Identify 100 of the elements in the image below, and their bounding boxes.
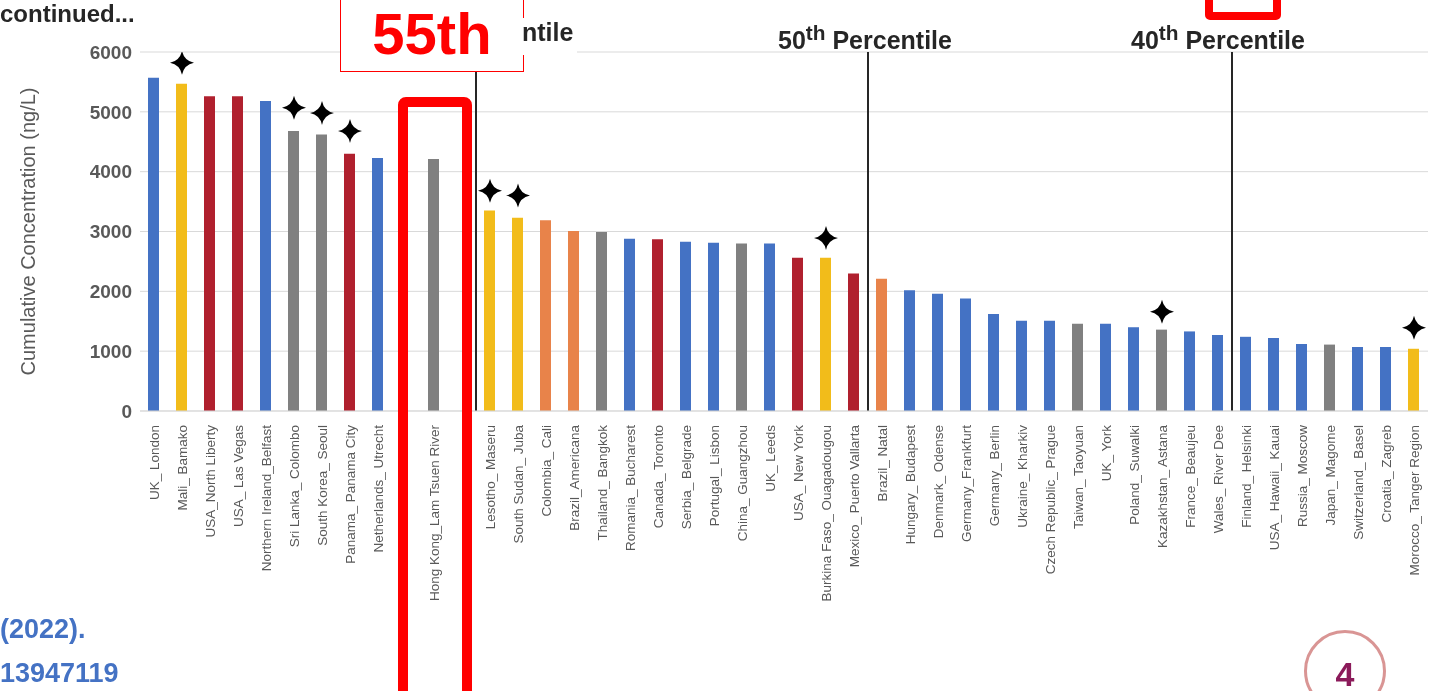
point: [478, 178, 502, 203]
x-tick-label: Hungary_ Budapest: [903, 424, 918, 545]
x-tick-label: Mali_ Bamako: [175, 425, 190, 511]
x-tick-label: Russia_ Moscow: [1295, 424, 1310, 528]
bar: [484, 210, 495, 411]
bar: [624, 238, 635, 411]
x-tick-label: Finland_ Helsinki: [1239, 425, 1254, 528]
bar: [1352, 346, 1363, 411]
bar: [1100, 323, 1111, 411]
x-tick-label: China_ Guangzhou: [735, 425, 750, 542]
x-tick-label: Netherlands_ Utrecht: [371, 424, 386, 553]
bar: [820, 257, 831, 411]
bar: [1380, 346, 1391, 411]
bar: [1072, 323, 1083, 411]
x-tick-label: USA_North Liberty: [203, 424, 218, 538]
bar: [596, 232, 607, 411]
bar: [932, 293, 943, 411]
annotation: 55th: [372, 0, 492, 66]
bar: [1268, 338, 1279, 411]
bar: [540, 220, 551, 411]
x-tick-label: USA_ Hawaii_ Kauai: [1267, 425, 1282, 551]
bar: [344, 153, 355, 411]
point: [1402, 315, 1426, 340]
point: [170, 52, 194, 75]
bar: [1016, 320, 1027, 411]
point: [338, 118, 362, 143]
bar: [288, 130, 299, 411]
bar: [904, 290, 915, 411]
x-tick-label: Panama_ Panama City: [343, 424, 358, 564]
bar: [1156, 329, 1167, 411]
x-tick-label: Lesotho_ Maseru: [483, 425, 498, 530]
bar: [232, 96, 243, 411]
bar: [148, 77, 159, 411]
x-tick-label: Brazil_ Natal: [875, 425, 890, 502]
x-tick-label: Ukraine_ Kharkiv: [1015, 424, 1030, 528]
x-tick-label: South Korea_ Seoul: [315, 425, 330, 546]
bar: [960, 298, 971, 411]
bar: [176, 83, 187, 411]
bar: [708, 242, 719, 411]
bar: [372, 157, 383, 411]
x-tick-label: Portugal_ Lisbon: [707, 425, 722, 527]
bar: [736, 243, 747, 411]
y-tick-label: 4000: [89, 161, 132, 183]
bar: [204, 96, 215, 411]
y-tick-label: 0: [121, 400, 132, 422]
x-tick-label: Taiwan_ Taoyuan: [1071, 425, 1086, 530]
point: [506, 183, 530, 208]
bar: [1324, 344, 1335, 411]
annotation: 50$^{th}$ Percentile: [778, 20, 952, 56]
x-tick-label: USA_ New York: [791, 424, 806, 522]
y-tick-label: 1000: [89, 340, 132, 362]
y-tick-label: 5000: [89, 101, 132, 123]
bar: [1184, 331, 1195, 411]
x-tick-label: Mexico_ Puerto Vallarta: [847, 424, 862, 568]
x-tick-label: Germany_ Berlin: [987, 425, 1002, 527]
bar: [988, 314, 999, 411]
x-tick-label: Romania_ Bucharest: [623, 424, 638, 552]
x-tick-label: Burkina Faso_ Ouagadougou: [819, 425, 834, 602]
x-tick-label: South Sudan_ Juba: [511, 424, 526, 544]
x-tick-label: Germany_Frankfurt: [959, 424, 974, 543]
text: (2022).: [0, 614, 86, 645]
x-tick-label: Brazil_Americana: [567, 424, 582, 531]
y-axis-title: Cumulative Concentration (ng/L): [17, 87, 40, 376]
annotation: 40$^{th}$ Percentile: [1131, 20, 1305, 56]
text: 4: [1335, 655, 1355, 691]
point: [1150, 299, 1174, 324]
x-tick-label: UK_ Leeds: [763, 424, 778, 492]
y-tick-label: 2000: [89, 281, 132, 303]
text: 13947119: [0, 658, 119, 689]
y-tick-label: 3000: [89, 221, 132, 243]
bar: [1296, 343, 1307, 411]
bar: [876, 278, 887, 411]
x-tick-label: Japan_ Magome: [1323, 425, 1338, 526]
bar: [848, 273, 859, 411]
bar: [512, 217, 523, 411]
bar: [316, 134, 327, 411]
point: [814, 226, 838, 251]
bar: [1128, 327, 1139, 411]
x-tick-label: Sri Lanka_ Colombo: [287, 425, 302, 548]
bar: [792, 257, 803, 411]
bar: [764, 243, 775, 411]
x-tick-label: Poland_ Suwalki: [1127, 425, 1142, 525]
x-tick-label: Denmark_ Odense: [931, 425, 946, 539]
x-tick-label: Switzerland_ Basel: [1351, 425, 1366, 540]
bar: [1212, 335, 1223, 411]
x-tick-label: Croatia_ Zagreb: [1379, 425, 1394, 523]
x-tick-label: Thailand_ Bangkok: [595, 424, 610, 541]
point: [282, 95, 306, 120]
bar: [1044, 320, 1055, 411]
bar: [652, 239, 663, 411]
x-tick-label: UK_ York: [1099, 424, 1114, 482]
x-tick-label: Hong Kong_Lam Tsuen River: [427, 424, 442, 602]
bar: [428, 159, 439, 411]
x-tick-label: USA_ Las Vegas: [231, 424, 246, 528]
x-tick-label: Kazakhstan_ Astana: [1155, 424, 1170, 549]
y-tick-label: 6000: [89, 41, 132, 63]
x-tick-label: Northern Ireland_Belfast: [259, 424, 274, 572]
point: [310, 101, 334, 126]
chart-title: continued...: [0, 0, 135, 28]
x-tick-label: Morocco_ Tanger Region: [1407, 425, 1422, 576]
